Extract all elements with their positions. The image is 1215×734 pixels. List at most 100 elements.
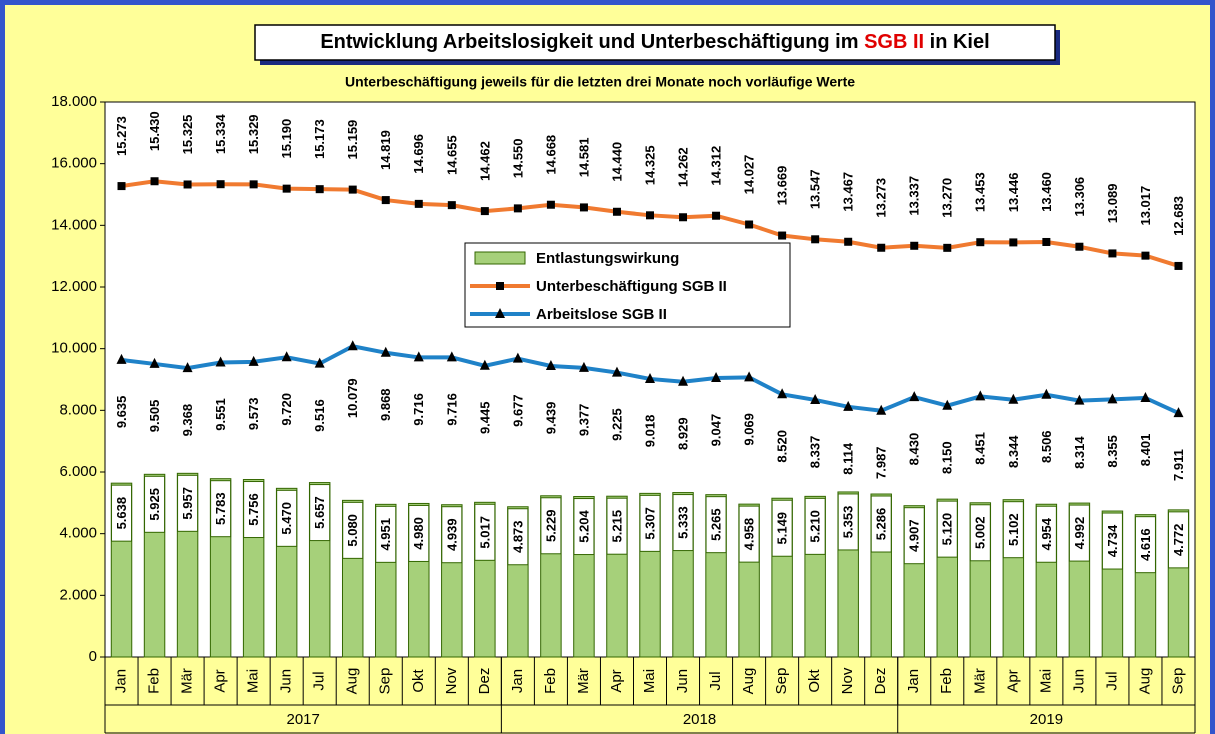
value-label-group: 8.314 <box>1072 436 1087 469</box>
marker <box>512 352 523 363</box>
value-label: 15.334 <box>213 114 228 155</box>
x-tick-label: Sep <box>1169 668 1186 695</box>
value-label-box <box>474 503 496 561</box>
value-label-group: 5.783 <box>210 480 232 538</box>
value-label: 9.377 <box>576 404 591 437</box>
value-label-box <box>969 504 991 562</box>
value-label-group: 4.980 <box>408 504 430 562</box>
marker <box>579 203 588 212</box>
value-label: 14.550 <box>510 138 525 178</box>
value-label-group: 5.638 <box>111 484 133 542</box>
value-label-group: 9.573 <box>246 398 261 431</box>
value-label-box <box>705 496 727 554</box>
value-label: 5.286 <box>874 508 889 541</box>
x-tick-label: Mär <box>971 668 988 694</box>
marker <box>479 359 490 370</box>
x-tick-label: Mai <box>1037 669 1054 693</box>
value-label-group: 9.439 <box>543 402 558 435</box>
value-label: 9.445 <box>477 402 492 435</box>
marker <box>810 393 821 404</box>
x-tick-label: Feb <box>938 668 955 694</box>
marker <box>843 400 854 411</box>
marker <box>1008 393 1019 404</box>
y-tick-label: 10.000 <box>51 340 97 357</box>
value-label: 4.958 <box>742 518 757 551</box>
value-label: 8.451 <box>973 432 988 465</box>
value-label: 9.677 <box>510 394 525 427</box>
value-label: 15.430 <box>147 111 162 151</box>
value-label-box <box>342 501 364 559</box>
marker <box>844 237 853 246</box>
value-label: 9.018 <box>642 415 657 448</box>
value-label-group: 5.149 <box>771 499 793 557</box>
marker <box>116 353 127 364</box>
value-label-box <box>573 498 595 556</box>
y-tick-label: 18.000 <box>51 93 97 110</box>
value-label-group: 5.333 <box>672 494 694 552</box>
value-label: 8.506 <box>1039 430 1054 463</box>
group-label: 2018 <box>683 711 716 728</box>
value-label-group: 8.451 <box>973 432 988 465</box>
value-label-group: 5.002 <box>969 504 991 562</box>
marker <box>612 207 621 216</box>
value-label: 9.573 <box>246 398 261 431</box>
value-label: 4.980 <box>411 517 426 550</box>
value-label-group: 8.355 <box>1105 435 1120 468</box>
group-label: 2017 <box>286 711 319 728</box>
value-label: 14.819 <box>378 130 393 170</box>
x-tick-label: Jun <box>1070 669 1087 693</box>
value-label-group: 4.734 <box>1101 512 1123 570</box>
value-label-group: 14.262 <box>675 147 690 187</box>
value-label-group: 12.683 <box>1171 196 1186 236</box>
value-label-group: 5.080 <box>342 501 364 559</box>
x-tick-label: Mai <box>245 669 262 693</box>
marker <box>910 241 919 250</box>
value-label: 15.273 <box>114 116 129 156</box>
marker <box>678 375 689 386</box>
marker <box>745 220 754 229</box>
value-label-box <box>309 484 331 542</box>
marker <box>611 366 622 377</box>
value-label-group: 13.089 <box>1105 184 1120 224</box>
value-label: 8.430 <box>907 433 922 466</box>
marker <box>909 391 920 402</box>
value-label-group: 7.987 <box>874 446 889 479</box>
marker <box>811 235 820 244</box>
value-label: 5.102 <box>1006 513 1021 546</box>
marker <box>1108 249 1117 258</box>
value-label-group: 13.460 <box>1039 172 1054 212</box>
marker <box>215 356 226 367</box>
x-tick-label: Mai <box>641 669 658 693</box>
value-label: 4.772 <box>1171 524 1186 557</box>
legend-marker <box>496 282 504 290</box>
marker <box>446 351 457 362</box>
value-label-group: 13.467 <box>841 172 856 212</box>
marker <box>1009 238 1018 247</box>
value-label: 4.907 <box>907 519 922 552</box>
value-label: 7.987 <box>874 446 889 479</box>
value-label: 5.265 <box>708 508 723 541</box>
value-label: 10.079 <box>345 378 360 418</box>
marker <box>149 357 160 368</box>
value-label-group: 8.929 <box>675 417 690 450</box>
value-label: 4.951 <box>378 518 393 551</box>
value-label: 8.929 <box>675 417 690 450</box>
marker <box>315 185 324 194</box>
marker <box>480 207 489 216</box>
value-label-box <box>738 505 760 563</box>
marker <box>249 180 258 189</box>
value-label: 13.453 <box>973 172 988 212</box>
y-tick-label: 8.000 <box>59 401 97 418</box>
marker <box>1141 251 1150 260</box>
marker <box>1107 393 1118 404</box>
value-label-box <box>111 484 133 542</box>
value-label: 5.210 <box>808 510 823 543</box>
y-tick-label: 16.000 <box>51 155 97 172</box>
x-tick-label: Aug <box>344 668 361 695</box>
value-label-group: 15.190 <box>279 119 294 159</box>
value-label: 14.581 <box>576 138 591 178</box>
value-label-box <box>1101 512 1123 570</box>
value-label: 14.325 <box>642 145 657 185</box>
marker <box>413 351 424 362</box>
value-label-group: 9.047 <box>708 414 723 447</box>
